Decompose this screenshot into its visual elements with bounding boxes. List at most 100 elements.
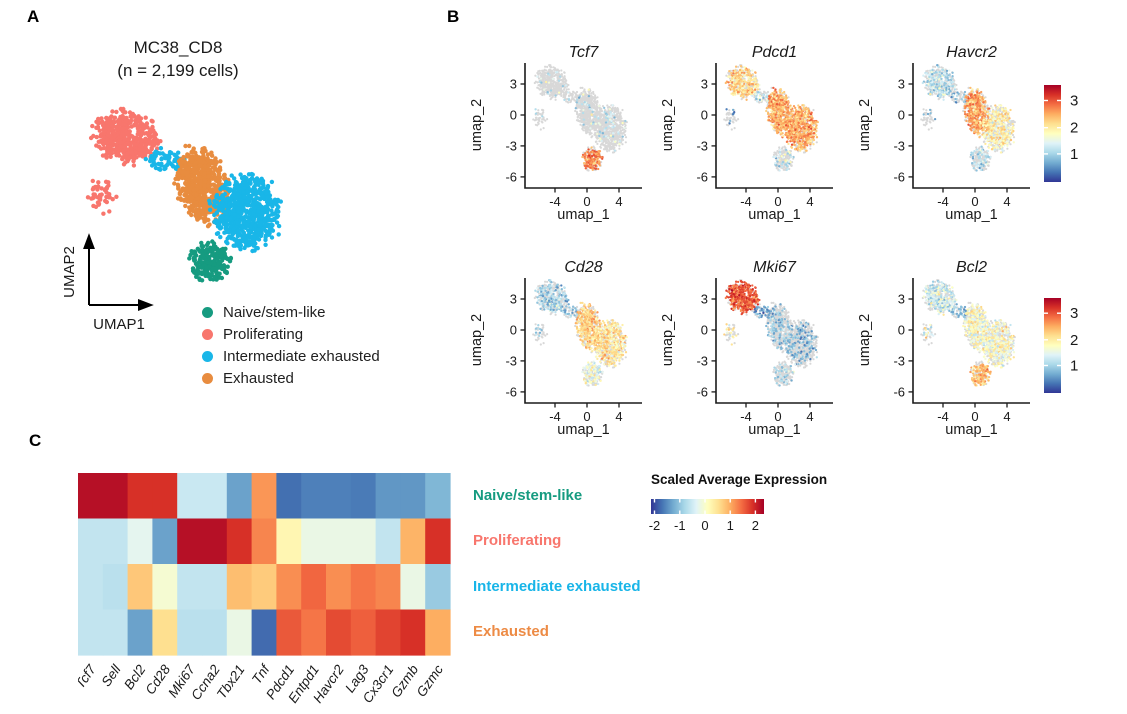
y-tick-label: 3 — [898, 77, 905, 92]
legend-dot — [202, 372, 213, 384]
x-tick-label: -4 — [740, 409, 752, 424]
umap-cluster-plot — [55, 92, 355, 337]
y-tick-label: 3 — [510, 77, 517, 92]
legend-item-naive-stem-like: Naive/stem-like — [202, 301, 380, 323]
heatmap-row-labels: Naive/stem-like Proliferating Intermediate… — [473, 0, 693, 714]
y-tick-label: 3 — [510, 292, 517, 307]
y-tick-label: 0 — [898, 108, 905, 123]
heatmap-colorbar-tick-label: -2 — [649, 518, 661, 533]
umap1-label: umap_1 — [557, 207, 609, 223]
colorbar-tick-label: 1 — [1070, 358, 1078, 375]
legend-dot — [202, 328, 213, 340]
umap-title-line2: (n = 2,199 cells) — [117, 61, 239, 80]
feature-plot-svg: Cd28 3 0 -3 -6 -4 0 4 umap_1 umap_2 — [469, 259, 642, 438]
umap-scatter-svg — [83, 106, 283, 311]
colorbar-tick-label: 3 — [1070, 93, 1078, 110]
umap2-label: umap_2 — [469, 314, 485, 366]
heatmap-gene-label: Tcf7 — [78, 662, 99, 691]
heatmap-gene-label: Gzmc — [414, 662, 447, 700]
x-tick-label: 4 — [1003, 194, 1010, 209]
umap2-label: umap_2 — [857, 314, 873, 366]
umap1-label: umap_1 — [748, 207, 800, 223]
umap2-label: umap_2 — [660, 314, 676, 366]
heatmap-colorbar-tick-label: 2 — [752, 518, 759, 533]
x-tick-label: 0 — [971, 194, 978, 209]
umap1-axis-label: UMAP1 — [93, 316, 145, 333]
y-tick-label: 0 — [701, 323, 708, 338]
y-tick-label: 3 — [701, 292, 708, 307]
legend-label: Proliferating — [223, 325, 304, 343]
umap2-label: umap_2 — [660, 99, 676, 151]
feature-plot-svg: Tcf7 3 0 -3 -6 -4 0 4 umap_1 umap_2 — [469, 44, 642, 223]
feature-plot-title: Pdcd1 — [752, 44, 797, 61]
heatmap-colorbar-tick-label: 1 — [727, 518, 734, 533]
feature-plot-title: Havcr2 — [946, 44, 997, 61]
panel-b-label: B — [447, 7, 460, 26]
legend-dot — [202, 306, 213, 318]
x-tick-label: -4 — [937, 194, 949, 209]
heatmap-colorbar: -2 -1 0 1 2 — [648, 494, 788, 539]
heatmap-gene-label: Gzmb — [388, 662, 421, 700]
cluster-legend: Naive/stem-like Proliferating Intermediate… — [202, 301, 380, 389]
feature-plot-svg: Havcr2 3 0 -3 -6 -4 0 4 umap_1 umap_2 — [857, 44, 1030, 223]
legend-item-proliferating: Proliferating — [202, 323, 380, 345]
heatmap-row-label-proliferating: Proliferating — [473, 532, 562, 549]
y-tick-label: 0 — [701, 108, 708, 123]
y-tick-label: -6 — [505, 169, 517, 184]
y-tick-label: 3 — [898, 292, 905, 307]
y-tick-label: -3 — [505, 138, 517, 153]
x-tick-label: 4 — [1003, 409, 1010, 424]
panel-c-label: C — [29, 431, 42, 450]
heatmap-gene-label: Sell — [98, 661, 124, 689]
expression-colorbar-row1: 3 2 1 — [1040, 80, 1125, 196]
y-tick-label: -6 — [696, 384, 708, 399]
expression-colorbar-svg: 3 2 1 — [1044, 85, 1078, 182]
x-tick-label: 0 — [774, 194, 781, 209]
y-tick-label: -3 — [505, 353, 517, 368]
y-tick-label: -3 — [696, 353, 708, 368]
legend-item-exhausted: Exhausted — [202, 367, 380, 389]
feature-plot-title: Bcl2 — [956, 259, 987, 276]
y-tick-label: -6 — [893, 384, 905, 399]
feature-plot-cd28: Cd28 3 0 -3 -6 -4 0 4 umap_1 umap_2 — [467, 258, 653, 445]
y-tick-label: 3 — [701, 77, 708, 92]
umap1-label: umap_1 — [945, 422, 997, 438]
panel-a-label: A — [27, 7, 40, 26]
umap2-label: umap_2 — [857, 99, 873, 151]
heatmap-row-label-naive-stem-like: Naive/stem-like — [473, 487, 583, 504]
y-tick-label: 0 — [898, 323, 905, 338]
feature-plot-pdcd1: Pdcd1 3 0 -3 -6 -4 0 4 umap_1 umap_2 — [658, 43, 844, 230]
x-tick-label: -4 — [740, 194, 752, 209]
feature-plot-mki67: Mki67 3 0 -3 -6 -4 0 4 umap_1 umap_2 — [658, 258, 844, 445]
umap-title-line1: MC38_CD8 — [133, 38, 223, 57]
umap-axis-arrows — [83, 233, 154, 311]
y-tick-label: -6 — [893, 169, 905, 184]
x-tick-label: 0 — [583, 194, 590, 209]
umap1-label: umap_1 — [748, 422, 800, 438]
umap1-label: umap_1 — [557, 422, 609, 438]
x-tick-label: 4 — [806, 409, 813, 424]
umap1-label: umap_1 — [945, 207, 997, 223]
x-tick-label: -4 — [937, 409, 949, 424]
y-tick-label: -6 — [696, 169, 708, 184]
y-tick-label: 0 — [510, 323, 517, 338]
x-tick-label: 0 — [583, 409, 590, 424]
heatmap-colorbar-tick-label: -1 — [674, 518, 686, 533]
feature-plot-svg: Pdcd1 3 0 -3 -6 -4 0 4 umap_1 umap_2 — [660, 44, 833, 223]
y-tick-label: -3 — [893, 138, 905, 153]
y-tick-label: -3 — [696, 138, 708, 153]
x-tick-label: 0 — [971, 409, 978, 424]
feature-plot-svg: Bcl2 3 0 -3 -6 -4 0 4 umap_1 umap_2 — [857, 259, 1030, 438]
heatmap-colorbar-tick-label: 0 — [701, 518, 708, 533]
heatmap-colorbar-svg: -2 -1 0 1 2 — [649, 499, 764, 533]
feature-plot-bcl2: Bcl2 3 0 -3 -6 -4 0 4 umap_1 umap_2 — [855, 258, 1041, 445]
expression-colorbar-svg: 3 2 1 — [1044, 298, 1078, 393]
y-tick-label: -6 — [505, 384, 517, 399]
feature-plot-title: Cd28 — [564, 259, 602, 276]
colorbar-tick-label: 2 — [1070, 332, 1078, 349]
x-tick-label: -4 — [549, 194, 561, 209]
heatmap-colorbar-title: Scaled Average Expression — [651, 472, 828, 487]
feature-plot-svg: Mki67 3 0 -3 -6 -4 0 4 umap_1 umap_2 — [660, 259, 833, 438]
